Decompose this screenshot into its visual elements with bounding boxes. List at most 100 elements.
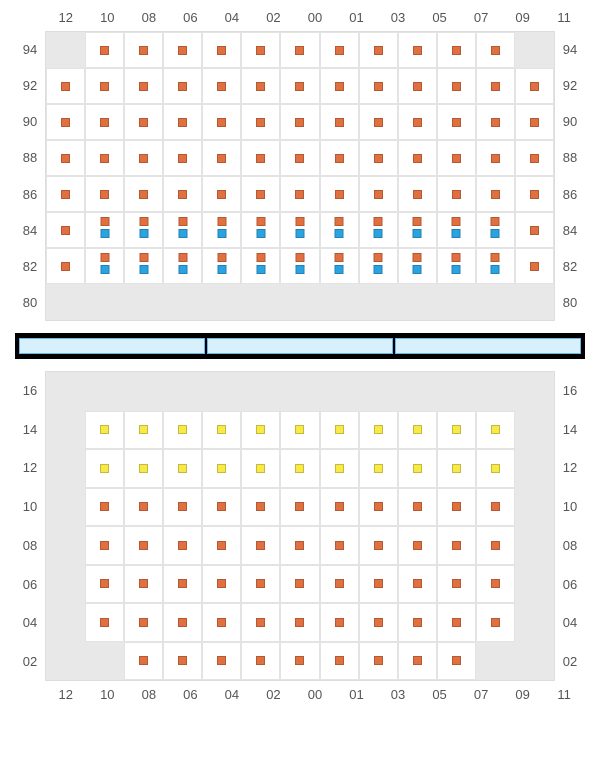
seat-cell[interactable] [359,526,398,565]
seat-cell[interactable] [515,140,554,176]
seat-cell[interactable] [85,488,124,527]
seat-cell[interactable] [359,140,398,176]
seat-cell[interactable] [124,411,163,450]
seat-cell[interactable] [280,212,319,248]
seat-cell[interactable] [202,32,241,68]
seat-cell[interactable] [320,176,359,212]
seat-cell[interactable] [476,68,515,104]
seat-cell[interactable] [476,411,515,450]
seat-cell[interactable] [437,104,476,140]
seat-cell[interactable] [437,140,476,176]
seat-cell[interactable] [46,68,85,104]
seat-cell[interactable] [320,248,359,284]
seat-cell[interactable] [163,32,202,68]
seat-cell[interactable] [163,411,202,450]
seat-cell[interactable] [202,68,241,104]
seat-cell[interactable] [46,104,85,140]
seat-cell[interactable] [85,176,124,212]
seat-cell[interactable] [359,212,398,248]
seat-cell[interactable] [85,32,124,68]
seat-cell[interactable] [241,488,280,527]
seat-cell[interactable] [85,68,124,104]
seat-cell[interactable] [476,176,515,212]
seat-cell[interactable] [280,68,319,104]
seat-cell[interactable] [124,565,163,604]
seat-cell[interactable] [202,488,241,527]
seat-cell[interactable] [124,248,163,284]
seat-cell[interactable] [124,526,163,565]
seat-cell[interactable] [398,449,437,488]
seat-cell[interactable] [163,603,202,642]
seat-cell[interactable] [202,212,241,248]
seat-cell[interactable] [320,565,359,604]
seat-cell[interactable] [202,411,241,450]
seat-cell[interactable] [359,176,398,212]
seat-cell[interactable] [398,104,437,140]
seat-cell[interactable] [476,140,515,176]
seat-cell[interactable] [241,248,280,284]
seat-cell[interactable] [202,140,241,176]
seat-cell[interactable] [241,642,280,681]
seat-cell[interactable] [476,248,515,284]
seat-cell[interactable] [359,565,398,604]
seat-cell[interactable] [359,488,398,527]
seat-cell[interactable] [359,104,398,140]
seat-cell[interactable] [437,488,476,527]
seat-cell[interactable] [359,32,398,68]
seat-cell[interactable] [476,565,515,604]
seat-cell[interactable] [398,32,437,68]
seat-cell[interactable] [320,526,359,565]
seat-cell[interactable] [124,176,163,212]
seat-cell[interactable] [124,642,163,681]
seat-cell[interactable] [46,176,85,212]
seat-cell[interactable] [202,248,241,284]
seat-cell[interactable] [85,212,124,248]
seat-cell[interactable] [280,248,319,284]
seat-cell[interactable] [163,212,202,248]
seat-cell[interactable] [241,449,280,488]
seat-cell[interactable] [398,642,437,681]
seat-cell[interactable] [398,488,437,527]
seat-cell[interactable] [163,176,202,212]
seat-cell[interactable] [124,488,163,527]
seat-cell[interactable] [241,68,280,104]
seat-cell[interactable] [241,176,280,212]
seat-cell[interactable] [241,565,280,604]
seat-cell[interactable] [320,411,359,450]
seat-cell[interactable] [163,68,202,104]
seat-cell[interactable] [320,642,359,681]
seat-cell[interactable] [280,32,319,68]
seat-cell[interactable] [398,176,437,212]
seat-cell[interactable] [85,603,124,642]
seat-cell[interactable] [124,32,163,68]
seat-cell[interactable] [437,449,476,488]
seat-cell[interactable] [437,526,476,565]
seat-cell[interactable] [241,140,280,176]
seat-cell[interactable] [320,32,359,68]
seat-cell[interactable] [398,68,437,104]
seat-cell[interactable] [163,449,202,488]
seat-cell[interactable] [398,603,437,642]
seat-cell[interactable] [85,526,124,565]
seat-cell[interactable] [280,411,319,450]
seat-cell[interactable] [437,68,476,104]
seat-cell[interactable] [241,526,280,565]
seat-cell[interactable] [280,449,319,488]
seat-cell[interactable] [437,603,476,642]
seat-cell[interactable] [163,565,202,604]
seat-cell[interactable] [202,449,241,488]
seat-cell[interactable] [359,248,398,284]
seat-cell[interactable] [320,140,359,176]
seat-cell[interactable] [280,488,319,527]
seat-cell[interactable] [437,176,476,212]
seat-cell[interactable] [46,140,85,176]
seat-cell[interactable] [398,140,437,176]
seat-cell[interactable] [437,642,476,681]
seat-cell[interactable] [476,104,515,140]
seat-cell[interactable] [320,104,359,140]
seat-cell[interactable] [124,603,163,642]
seat-cell[interactable] [320,449,359,488]
seat-cell[interactable] [398,248,437,284]
seat-cell[interactable] [202,603,241,642]
seat-cell[interactable] [85,411,124,450]
